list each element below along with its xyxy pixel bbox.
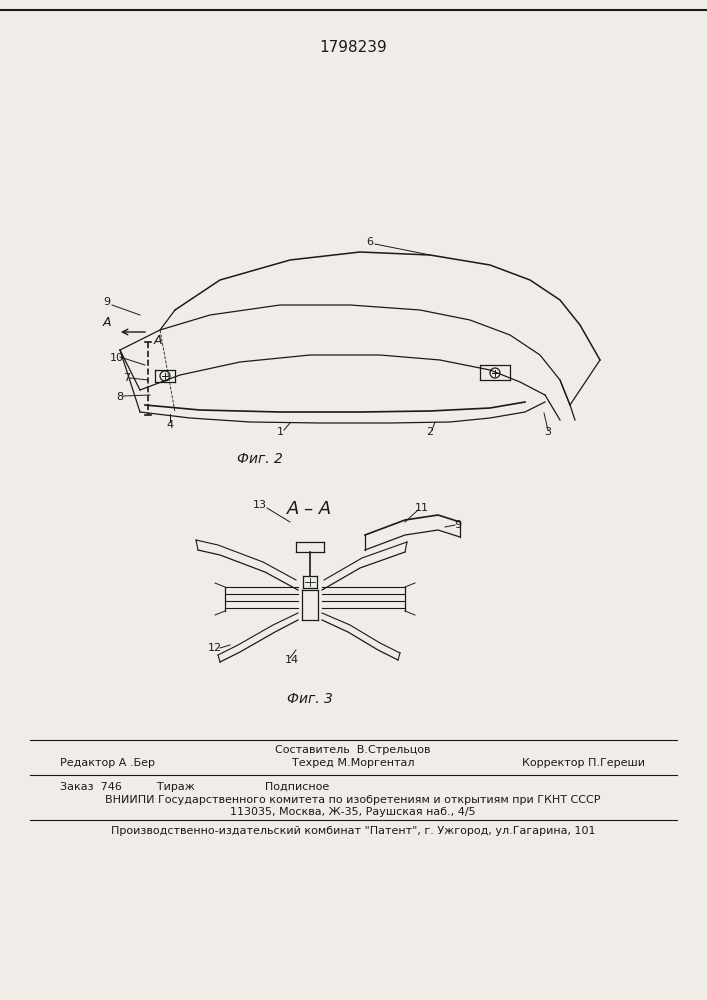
Text: 9: 9 [455,520,462,530]
Text: А – А: А – А [287,500,332,518]
Text: 8: 8 [117,392,124,402]
Text: 1798239: 1798239 [319,40,387,55]
Text: Фиг. 3: Фиг. 3 [287,692,333,706]
Text: Корректор П.Гереши: Корректор П.Гереши [522,758,645,768]
Text: 4: 4 [166,420,173,430]
Text: ВНИИПИ Государственного комитета по изобретениям и открытиям при ГКНТ СССР: ВНИИПИ Государственного комитета по изоб… [105,795,601,805]
Text: 113035, Москва, Ж-35, Раушская наб., 4/5: 113035, Москва, Ж-35, Раушская наб., 4/5 [230,807,476,817]
Text: Редактор А .Бер: Редактор А .Бер [60,758,155,768]
Text: 11: 11 [415,503,429,513]
Text: 2: 2 [426,427,433,437]
Text: 14: 14 [285,655,299,665]
Text: А: А [103,316,111,328]
Text: Техред М.Моргентал: Техред М.Моргентал [292,758,414,768]
Text: 3: 3 [544,427,551,437]
Text: Составитель  В.Стрельцов: Составитель В.Стрельцов [275,745,431,755]
Text: Фиг. 2: Фиг. 2 [237,452,283,466]
Text: 9: 9 [103,297,110,307]
Text: 12: 12 [208,643,222,653]
Text: 7: 7 [124,373,131,383]
Text: Производственно-издательский комбинат "Патент", г. Ужгород, ул.Гагарина, 101: Производственно-издательский комбинат "П… [111,826,595,836]
Text: 1: 1 [276,427,284,437]
Text: Заказ  746          Тираж                    Подписное: Заказ 746 Тираж Подписное [60,782,329,792]
Text: А: А [154,334,163,347]
Text: 6: 6 [366,237,373,247]
Text: 13: 13 [253,500,267,510]
Text: 10: 10 [110,353,124,363]
